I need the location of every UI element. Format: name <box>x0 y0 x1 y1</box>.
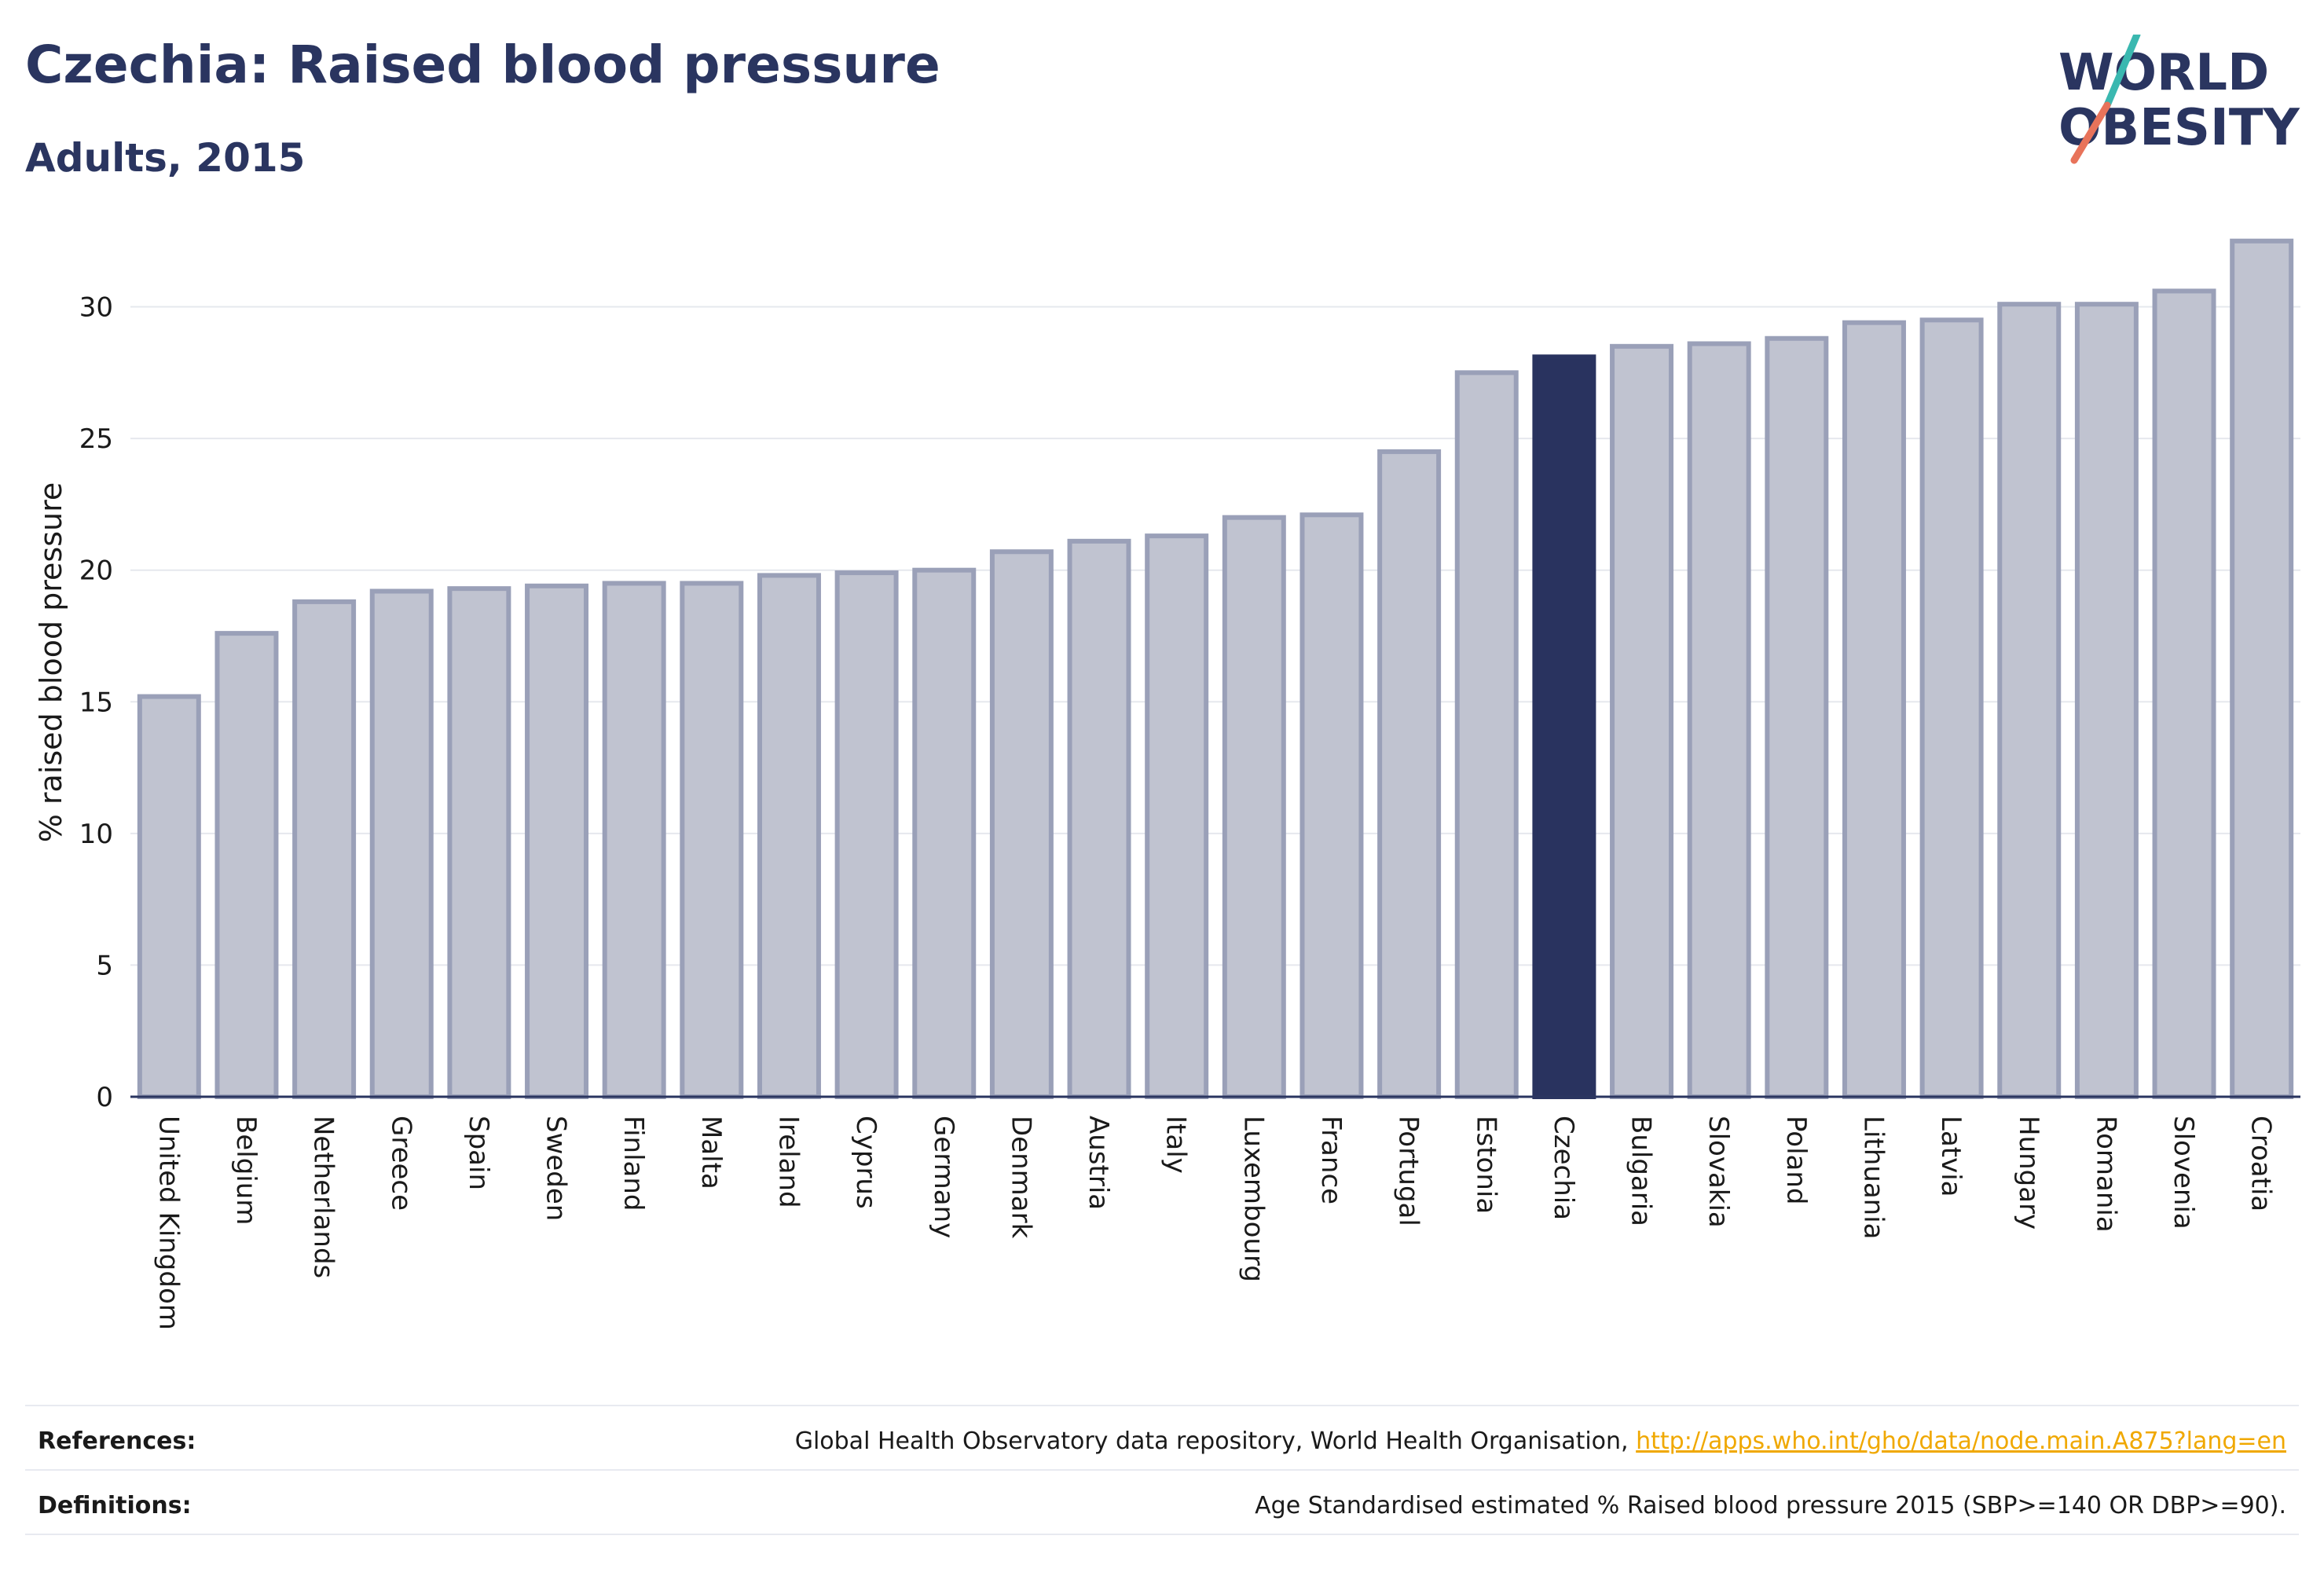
footer-divider-top <box>25 1405 2299 1406</box>
bar-luxembourg <box>1222 515 1286 1099</box>
bar-chart: 0 5 10 15 20 25 30 % raised blood pressure Unite… <box>34 238 2300 1330</box>
bar-netherlands <box>292 599 357 1099</box>
definitions-row: Definitions: Age Standardised estimated … <box>38 1485 2286 1526</box>
x-tick-label: Germany <box>928 1116 959 1238</box>
bar-slovenia <box>2152 288 2216 1099</box>
bar-spain <box>447 586 511 1099</box>
x-tick-label: Spain <box>463 1116 494 1190</box>
bar-finland <box>602 581 666 1099</box>
y-tick-label: 10 <box>79 819 113 850</box>
y-tick-label: 20 <box>79 555 113 587</box>
x-tick-label: Croatia <box>2245 1116 2277 1211</box>
bar-belgium <box>214 631 279 1099</box>
references-label: References: <box>38 1427 196 1455</box>
bar-romania <box>2074 302 2139 1099</box>
x-tick-label: Slovenia <box>2168 1116 2199 1230</box>
x-tick-label: Sweden <box>541 1116 572 1221</box>
x-tick-label: Malta <box>695 1116 727 1189</box>
y-tick-label: 30 <box>79 292 113 324</box>
bar-austria <box>1067 538 1131 1099</box>
bar-cyprus <box>834 570 899 1099</box>
definitions-text: Age Standardised estimated % Raised bloo… <box>1255 1491 2286 1519</box>
x-tick-label: Denmark <box>1005 1116 1036 1239</box>
bar-united-kingdom <box>137 694 201 1099</box>
x-tick-label: Portugal <box>1393 1116 1424 1226</box>
references-row: References: Global Health Observatory da… <box>38 1420 2286 1461</box>
footer-divider-bottom <box>25 1534 2299 1535</box>
y-tick-label: 5 <box>96 950 113 981</box>
x-tick-label: Czechia <box>1548 1116 1579 1220</box>
x-tick-label: Greece <box>385 1116 416 1211</box>
x-tick-label: Ireland <box>772 1116 804 1208</box>
x-tick-label: Romania <box>2090 1116 2121 1233</box>
references-link[interactable]: http://apps.who.int/gho/data/node.main.A… <box>1636 1427 2286 1455</box>
world-obesity-logo: WORLD OBESITY <box>2058 35 2300 164</box>
footer-divider-middle <box>25 1469 2299 1471</box>
x-tick-label: Austria <box>1083 1116 1114 1210</box>
logo-text-obesity: OBESITY <box>2058 99 2300 157</box>
bar-slovakia <box>1687 341 1751 1099</box>
x-tick-label: Italy <box>1160 1116 1192 1174</box>
x-tick-label: Cyprus <box>850 1116 882 1209</box>
logo-slash-top <box>2103 35 2141 109</box>
logo-slash-bottom <box>2070 101 2111 164</box>
x-tick-label: Latvia <box>1935 1116 1967 1197</box>
bar-latvia <box>1919 317 1984 1099</box>
bar-portugal <box>1377 449 1442 1099</box>
bar-hungary <box>1997 302 2062 1099</box>
bar-denmark <box>989 549 1054 1099</box>
bar-lithuania <box>1842 320 1906 1099</box>
bar-croatia <box>2230 238 2294 1099</box>
bar-bulgaria <box>1610 343 1674 1099</box>
x-tick-label: Luxembourg <box>1237 1116 1269 1282</box>
logo-text-world: WORLD <box>2058 44 2269 102</box>
y-tick-label: 0 <box>96 1082 113 1113</box>
bar-sweden <box>525 583 589 1099</box>
bar-france <box>1299 512 1364 1099</box>
bar-ireland <box>757 573 821 1099</box>
y-tick-label: 15 <box>79 687 113 718</box>
bar-czechia <box>1532 354 1596 1099</box>
x-tick-label: France <box>1315 1116 1347 1204</box>
x-tick-label: Belgium <box>230 1116 262 1225</box>
bar-malta <box>680 581 744 1099</box>
chart-title: Czechia: Raised blood pressure <box>25 35 940 95</box>
x-tick-label: Netherlands <box>308 1116 339 1278</box>
bar-greece <box>369 588 434 1099</box>
references-text: Global Health Observatory data repositor… <box>795 1428 2286 1455</box>
x-tick-label: Bulgaria <box>1626 1116 1657 1226</box>
bar-poland <box>1765 335 1829 1100</box>
y-axis-label: % raised blood pressure <box>34 482 68 843</box>
x-tick-label: Poland <box>1780 1116 1812 1205</box>
definitions-label: Definitions: <box>38 1491 192 1519</box>
references-source: Global Health Observatory data repositor… <box>794 1427 1629 1455</box>
x-tick-label: Finland <box>618 1116 649 1211</box>
x-tick-label: Lithuania <box>1857 1116 1889 1239</box>
x-tick-label: Estonia <box>1470 1116 1501 1214</box>
bar-italy <box>1145 533 1209 1099</box>
x-tick-label: Hungary <box>2013 1116 2044 1230</box>
x-tick-label: Slovakia <box>1703 1116 1734 1228</box>
x-tick-label: United Kingdom <box>152 1116 184 1330</box>
y-tick-label: 25 <box>79 423 113 455</box>
chart-subtitle: Adults, 2015 <box>25 135 306 181</box>
bar-estonia <box>1454 370 1519 1100</box>
bar-germany <box>912 567 977 1099</box>
